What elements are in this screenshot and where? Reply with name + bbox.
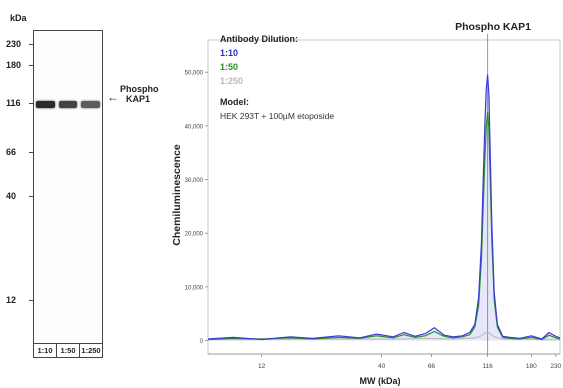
kda-unit-label: kDa <box>10 13 27 23</box>
mw-marker-tick <box>29 103 34 105</box>
band-label-line1: Phospho <box>120 84 159 94</box>
x-tick-label: 180 <box>526 363 537 370</box>
legend-entry-1-10: 1:10 <box>220 48 238 58</box>
mw-marker-tick <box>29 152 34 154</box>
mw-marker-label: 116 <box>6 98 21 109</box>
mw-marker-tick <box>29 195 34 197</box>
mw-marker-tick <box>29 300 34 301</box>
series-area-1-10 <box>208 74 560 341</box>
mw-marker-label: 40 <box>6 190 17 201</box>
blot-band <box>81 101 100 109</box>
legend-entry-1-250: 1:250 <box>220 76 243 86</box>
series-line-1-10 <box>207 74 561 341</box>
series-line-1-250 <box>207 331 561 341</box>
lane-label: 1:50 <box>57 344 80 357</box>
series-layer <box>207 74 561 341</box>
band-label-line2: KAP1 <box>125 94 150 104</box>
series-line-1-50 <box>207 111 561 341</box>
blot-membrane <box>33 30 103 344</box>
mw-marker-label: 180 <box>6 60 22 71</box>
western-blot-panel: kDa 230 180 116 66 40 12 ← Phospho KAP1 1:10 1… <box>0 0 160 388</box>
y-tick-label: 10,000 <box>185 285 204 291</box>
y-tick-label: 0 <box>200 339 204 345</box>
grid-layer <box>207 34 561 355</box>
blot-band <box>36 101 55 109</box>
lane-label-row: 1:10 1:50 1:250 <box>33 344 103 358</box>
mw-marker-tick <box>29 44 34 45</box>
y-tick-label: 50,000 <box>185 71 204 77</box>
legend: Antibody Dilution: 1:10 1:50 1:250 Model… <box>220 34 334 121</box>
x-tick-label: 40 <box>378 363 386 370</box>
x-tick-label: 116 <box>482 363 493 370</box>
x-tick-label: 12 <box>258 363 266 370</box>
y-axis-title: Chemiluminescence <box>171 144 183 246</box>
band-label: Phospho KAP1 <box>120 84 159 104</box>
x-tick-label: 66 <box>428 363 436 370</box>
legend-heading: Antibody Dilution: <box>220 34 298 44</box>
axis-layer: 0 10,000 20,000 30,000 40,000 50,000 12 40 66 116… <box>185 71 562 370</box>
y-tick-label: 30,000 <box>185 178 204 184</box>
model-heading: Model: <box>220 97 249 107</box>
y-tick-label: 40,000 <box>185 124 204 130</box>
blot-band <box>58 101 78 109</box>
lane-label: 1:10 <box>34 344 57 357</box>
legend-entry-1-50: 1:50 <box>220 62 238 72</box>
lane-label: 1:250 <box>81 346 101 355</box>
x-axis-title: MW (kDa) <box>360 376 401 386</box>
mw-marker-tick <box>29 65 34 67</box>
y-tick-label: 20,000 <box>185 232 204 238</box>
peak-annotation-label: Phospho KAP1 <box>455 21 531 33</box>
plot-frame <box>207 39 561 355</box>
x-tick-label: 230 <box>550 363 561 370</box>
band-arrow-icon: ← <box>107 90 119 104</box>
chemiluminescence-chart: 0 10,000 20,000 30,000 40,000 50,000 12 40 66 116… <box>171 21 562 386</box>
mw-marker-label: 230 <box>6 39 22 49</box>
mw-marker-label: 12 <box>6 295 17 305</box>
mw-marker-label: 66 <box>6 147 17 158</box>
model-text: HEK 293T + 100µM etoposide <box>220 111 334 121</box>
